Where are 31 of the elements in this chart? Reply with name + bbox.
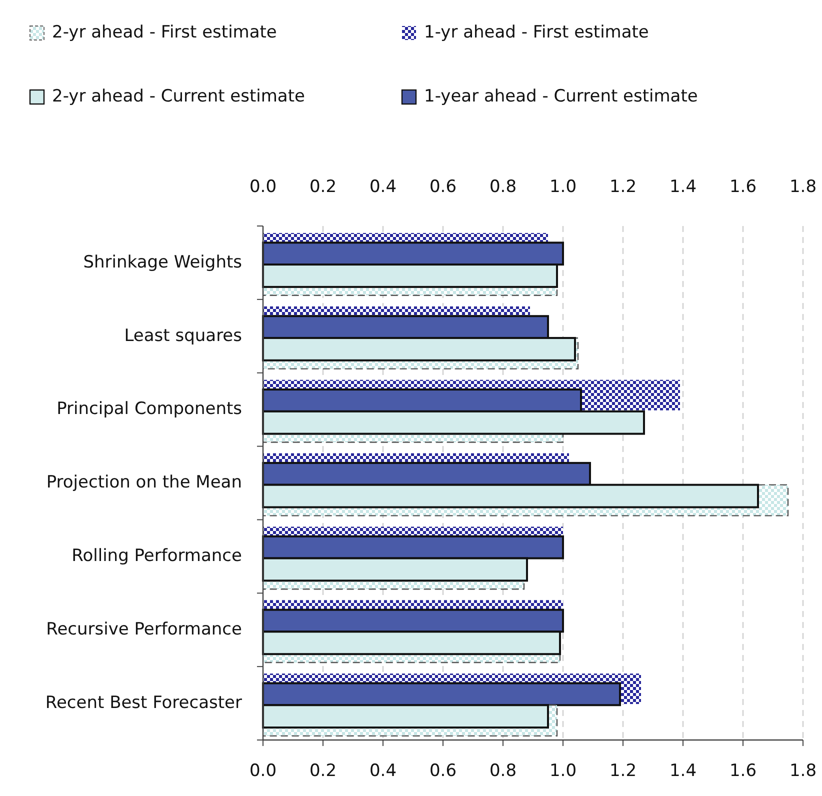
legend-label: 1-yr ahead - First estimate: [424, 22, 649, 43]
x2-tick-label: 0.0: [249, 177, 277, 197]
x-tick-label: 1.8: [789, 761, 817, 781]
x2-tick-label: 1.2: [609, 177, 637, 197]
x2-tick-label: 0.2: [309, 177, 337, 197]
legend-label: 2-yr ahead - First estimate: [52, 22, 277, 43]
x2-tick-label: 1.6: [729, 177, 757, 197]
y-tick-label: Recent Best Forecaster: [45, 692, 242, 713]
x-tick-label: 1.4: [669, 761, 697, 781]
x-tick-label: 0.8: [489, 761, 517, 781]
x-tick-label: 1.6: [729, 761, 757, 781]
x2-tick-label: 0.4: [369, 177, 397, 197]
x-tick-label: 0.2: [309, 761, 337, 781]
y-tick-label: Least squares: [124, 326, 242, 346]
y-tick-label: Principal Components: [56, 399, 242, 420]
x2-tick-label: 1.4: [669, 177, 697, 197]
x-tick-label: 0.4: [369, 761, 397, 781]
y-tick-label: Projection on the Mean: [46, 472, 242, 493]
x2-tick-label: 0.8: [489, 177, 517, 197]
x2-tick-label: 1.0: [549, 177, 577, 197]
x-tick-label: 0.0: [249, 761, 277, 781]
legend-label: 1-year ahead - Current estimate: [424, 86, 698, 107]
y-tick-label: Rolling Performance: [72, 546, 242, 566]
x2-tick-label: 0.6: [429, 177, 457, 197]
y-tick-label: Recursive Performance: [46, 620, 242, 640]
x-tick-label: 1.0: [549, 761, 577, 781]
x2-tick-label: 1.8: [789, 177, 817, 197]
y-tick-label: Shrinkage Weights: [83, 252, 242, 272]
legend-label: 2-yr ahead - Current estimate: [52, 86, 305, 107]
x-tick-label: 1.2: [609, 761, 637, 781]
x-tick-label: 0.6: [429, 761, 457, 781]
